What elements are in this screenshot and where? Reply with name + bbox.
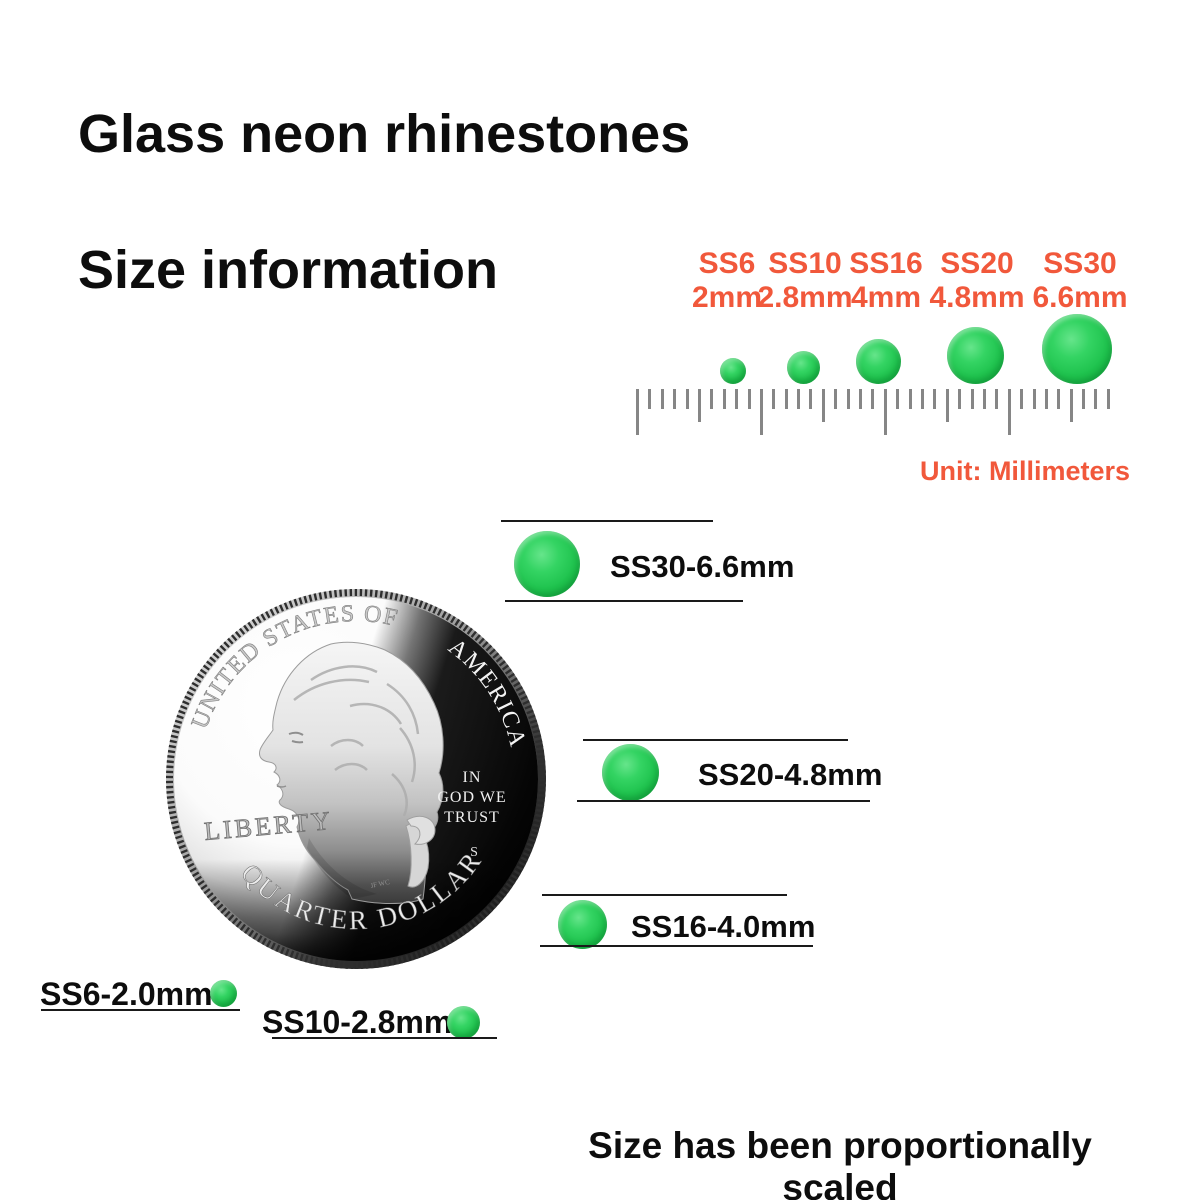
ruler-tick <box>648 389 652 409</box>
chart-stone-ss16 <box>856 339 901 384</box>
ruler-tick <box>846 389 850 409</box>
ruler-tick <box>660 389 664 409</box>
ruler-tick <box>735 389 739 409</box>
ruler-tick <box>747 389 751 409</box>
line-above-ss16 <box>542 894 787 896</box>
ruler-tick <box>797 389 801 409</box>
ruler <box>636 389 1110 435</box>
page-title-line2: Size information <box>78 240 499 300</box>
washington-profile <box>259 641 444 904</box>
chart-column-ss20: SS20 4.8mm <box>929 247 1024 315</box>
coin-mint-mark: S <box>470 845 478 860</box>
quarter-coin-image: UNITED STATES OF AMERICA LIBERTY IN GOD … <box>163 586 549 972</box>
coin-motto-line3: TRUST <box>444 809 500 826</box>
ruler-tick <box>673 389 677 409</box>
comparison-stone-ss10 <box>447 1006 480 1039</box>
comparison-stone-ss20 <box>602 744 659 801</box>
coin-motto-line1: IN <box>463 769 482 786</box>
neck-shadow <box>307 838 377 899</box>
hair-curls <box>293 665 420 817</box>
chart-stone-ss30 <box>1042 314 1112 384</box>
chart-stone-ss6 <box>720 358 746 384</box>
ruler-tick <box>685 389 689 409</box>
ruler-tick <box>1082 389 1086 409</box>
chart-stone-ss20 <box>947 327 1004 384</box>
chart-column-ss30: SS30 6.6mm <box>1032 247 1127 315</box>
ruler-tick <box>970 389 974 409</box>
ruler-tick <box>1020 389 1024 409</box>
ruler-tick <box>896 389 900 409</box>
ruler-tick <box>784 389 788 409</box>
ruler-tick <box>920 389 924 409</box>
ruler-tick <box>1044 389 1048 409</box>
face-details <box>276 731 304 788</box>
comparison-stone-ss6 <box>210 980 237 1007</box>
ruler-tick <box>933 389 937 409</box>
page-title-line1: Glass neon rhinestones <box>78 104 691 164</box>
ruler-tick <box>1007 389 1011 435</box>
hair-ribbon-bow <box>406 815 436 845</box>
chart-size-ss10: 2.8mm <box>757 281 853 314</box>
coin-designer-initials: JF WC <box>370 878 391 890</box>
underline-ss6 <box>41 1009 240 1011</box>
ruler-tick <box>1069 389 1073 422</box>
ruler-tick <box>710 389 714 409</box>
comparison-label-ss30: SS30-6.6mm <box>610 549 795 584</box>
ruler-tick <box>908 389 912 409</box>
ruler-tick <box>636 389 639 435</box>
ruler-tick <box>995 389 999 409</box>
coin-motto-line2: GOD WE <box>437 789 506 806</box>
ruler-tick <box>982 389 986 409</box>
chart-code-ss30: SS30 <box>1043 247 1117 280</box>
chart-size-ss20: 4.8mm <box>929 281 1025 314</box>
chart-size-ss16: 4mm <box>850 281 922 314</box>
line-above-ss20 <box>583 739 848 741</box>
ruler-tick <box>871 389 875 409</box>
chart-code-ss10: SS10 <box>768 247 842 280</box>
chart-size-ss6: 2mm <box>691 281 763 314</box>
ruler-tick <box>834 389 838 409</box>
underline-ss10 <box>272 1037 497 1039</box>
comparison-stone-ss30 <box>514 531 580 597</box>
unit-label: Unit: Millimeters <box>919 456 1130 486</box>
footer-note: Size has been proportionally scaled <box>588 1125 1092 1200</box>
comparison-label-ss10: SS10-2.8mm <box>262 1004 453 1040</box>
chart-column-ss16: SS16 4mm <box>849 247 922 315</box>
coin-reeded-edge <box>166 589 546 969</box>
chart-code-ss16: SS16 <box>849 247 923 280</box>
comparison-label-ss16: SS16-4.0mm <box>631 909 816 944</box>
ruler-tick <box>772 389 776 409</box>
ruler-tick <box>1057 389 1061 409</box>
chart-code-ss20: SS20 <box>940 247 1014 280</box>
coin-svg: UNITED STATES OF AMERICA LIBERTY IN GOD … <box>166 589 546 969</box>
ruler-tick <box>1094 389 1098 409</box>
ruler-tick <box>1032 389 1036 409</box>
ruler-tick <box>821 389 825 422</box>
ruler-tick <box>958 389 962 409</box>
comparison-label-ss6: SS6-2.0mm <box>40 976 213 1012</box>
ruler-tick <box>945 389 949 422</box>
page-title: Glass neon rhinestones Size information <box>78 100 690 304</box>
comparison-stone-ss16 <box>558 900 607 949</box>
chart-stone-ss10 <box>787 351 820 384</box>
ruler-tick <box>697 389 701 422</box>
line-below-ss30 <box>505 600 743 602</box>
ruler-tick <box>859 389 863 409</box>
chart-column-ss10: SS10 2.8mm <box>757 247 852 315</box>
chart-size-ss30: 6.6mm <box>1032 281 1128 314</box>
ruler-tick <box>1106 389 1110 409</box>
line-below-ss16 <box>540 945 813 947</box>
ruler-tick <box>883 389 887 435</box>
ruler-tick <box>722 389 726 409</box>
ruler-tick <box>759 389 763 435</box>
comparison-label-ss20: SS20-4.8mm <box>698 757 883 792</box>
ruler-tick <box>809 389 813 409</box>
chart-code-ss6: SS6 <box>698 247 756 280</box>
line-below-ss20 <box>577 800 870 802</box>
chart-column-ss6: SS6 2mm <box>692 247 762 315</box>
line-above-ss30 <box>501 520 713 522</box>
